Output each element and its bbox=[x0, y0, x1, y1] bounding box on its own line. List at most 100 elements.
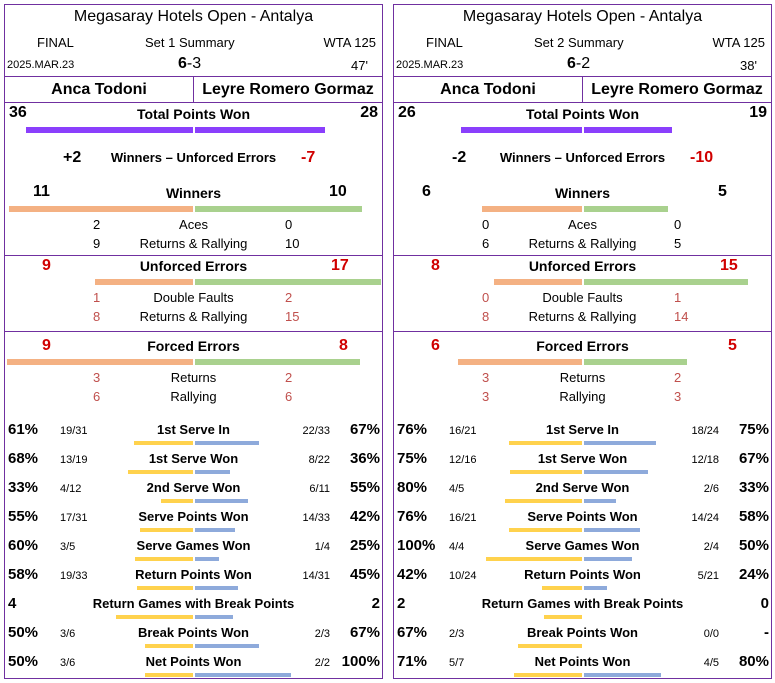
aces-label: Aces bbox=[568, 217, 597, 232]
ue-returns-rallying-player2: 14 bbox=[674, 309, 689, 324]
score-player1: 6 bbox=[567, 55, 576, 72]
winners-bar-player2 bbox=[195, 206, 363, 212]
stat-player2-value: 50% bbox=[738, 537, 769, 554]
stat-label: 1st Serve Won bbox=[537, 451, 628, 466]
ue-returns-rallying-player1: 8 bbox=[93, 309, 101, 324]
forced-returns-player1: 3 bbox=[93, 370, 101, 385]
stat-player2-value: 42% bbox=[349, 508, 380, 525]
total-points-bar-player1 bbox=[461, 127, 582, 133]
forced-rallying-player2: 6 bbox=[285, 389, 293, 404]
stat-bar-player1 bbox=[517, 644, 582, 648]
stat-player2-value: 0 bbox=[760, 595, 769, 612]
double-faults-label: Double Faults bbox=[542, 290, 623, 305]
score-player1: 6 bbox=[178, 55, 187, 72]
stat-player2-value: 45% bbox=[349, 566, 380, 583]
stat-label: Break Points Won bbox=[526, 625, 638, 640]
stat-bar-player1 bbox=[510, 470, 582, 474]
forced-errors-bar-player2 bbox=[584, 359, 688, 365]
tournament-title: Megasaray Hotels Open - Antalya bbox=[462, 8, 703, 25]
stat-label: Net Points Won bbox=[145, 654, 242, 669]
winners-returns-rallying-player1: 9 bbox=[93, 236, 101, 251]
stat-player1-fraction: 19/31 bbox=[60, 425, 88, 437]
aces-player1: 2 bbox=[93, 217, 101, 232]
stat-bar-player2 bbox=[195, 528, 236, 532]
forced-errors-label: Forced Errors bbox=[536, 338, 629, 354]
stat-bar-player1 bbox=[135, 557, 193, 561]
separator bbox=[5, 331, 382, 332]
stat-player1-fraction: 10/24 bbox=[449, 570, 477, 582]
stat-bar-player2 bbox=[584, 586, 608, 590]
separator bbox=[394, 331, 771, 332]
stat-bar-player2 bbox=[584, 528, 640, 532]
stat-bar-player2 bbox=[195, 499, 248, 503]
forced-rallying-player2: 3 bbox=[674, 389, 682, 404]
stat-player2-fraction: 2/4 bbox=[703, 541, 719, 553]
unforced-errors-bar-player1 bbox=[94, 279, 193, 285]
score-separator: - bbox=[575, 55, 582, 72]
forced-errors-bar-player1 bbox=[7, 359, 193, 365]
score-player2: 2 bbox=[581, 55, 591, 72]
tournament-title: Megasaray Hotels Open - Antalya bbox=[73, 8, 314, 25]
stat-player2-fraction: 14/31 bbox=[302, 570, 330, 582]
aces-label: Aces bbox=[179, 217, 208, 232]
set-duration: 47' bbox=[351, 58, 368, 73]
stat-bar-player1 bbox=[486, 557, 582, 561]
score-separator: - bbox=[186, 55, 193, 72]
stat-player1-fraction: 4/5 bbox=[449, 483, 465, 495]
stat-player1-value: 50% bbox=[8, 624, 39, 641]
forced-rallying-player1: 3 bbox=[482, 389, 490, 404]
total-points-player2: 28 bbox=[360, 104, 378, 121]
forced-rallying-label: Rallying bbox=[170, 389, 217, 404]
stat-player1-fraction: 3/5 bbox=[60, 541, 76, 553]
stat-bar-player1 bbox=[505, 499, 582, 503]
unforced-errors-player1: 8 bbox=[431, 257, 440, 274]
winners-minus-ue-player1: -2 bbox=[452, 149, 467, 166]
forced-errors-player1: 6 bbox=[431, 337, 440, 354]
double-faults-player2: 1 bbox=[674, 290, 682, 305]
unforced-errors-bar-player2 bbox=[584, 279, 749, 285]
forced-errors-bar-player2 bbox=[195, 359, 361, 365]
ue-returns-rallying-player1: 8 bbox=[482, 309, 490, 324]
aces-player2: 0 bbox=[285, 217, 293, 232]
stat-label: Return Points Won bbox=[135, 567, 252, 582]
winners-returns-rallying-player2: 5 bbox=[674, 236, 682, 251]
stat-label: 2nd Serve Won bbox=[146, 480, 241, 495]
stat-bar-player2 bbox=[195, 470, 230, 474]
stat-player1-value: 61% bbox=[8, 421, 39, 438]
winners-player2: 10 bbox=[329, 183, 347, 200]
winners-player1: 6 bbox=[422, 183, 431, 200]
stat-player1-fraction: 4/12 bbox=[60, 483, 82, 495]
stat-player1-value: 75% bbox=[397, 450, 428, 467]
aces-player2: 0 bbox=[674, 217, 682, 232]
forced-returns-player2: 2 bbox=[285, 370, 293, 385]
stat-bar-player1 bbox=[137, 586, 193, 590]
double-faults-player1: 0 bbox=[482, 290, 490, 305]
forced-rallying-label: Rallying bbox=[559, 389, 606, 404]
stat-bar-player2 bbox=[195, 644, 260, 648]
stat-player1-value: 4 bbox=[8, 595, 17, 612]
total-points-label: Total Points Won bbox=[525, 106, 640, 122]
stat-label: Return Games with Break Points bbox=[481, 596, 684, 611]
stat-label: 2nd Serve Won bbox=[535, 480, 630, 495]
stat-label: Break Points Won bbox=[137, 625, 249, 640]
set-summary-panel-2: Megasaray Hotels Open - Antalya FINAL Set … bbox=[393, 4, 772, 679]
stat-bar-player2 bbox=[195, 441, 260, 445]
forced-returns-player1: 3 bbox=[482, 370, 490, 385]
stat-label: Serve Points Won bbox=[138, 509, 249, 524]
set-score: 6-2 bbox=[567, 55, 590, 73]
stat-label: Return Points Won bbox=[524, 567, 641, 582]
player-names-row: Anca Todoni Leyre Romero Gormaz bbox=[394, 76, 771, 103]
winners-minus-ue-player2: -7 bbox=[301, 149, 316, 166]
total-points-bar-player1 bbox=[25, 127, 193, 133]
stat-player1-fraction: 17/31 bbox=[60, 512, 88, 524]
unforced-errors-bar-player2 bbox=[195, 279, 381, 285]
stat-player1-fraction: 16/21 bbox=[449, 425, 477, 437]
forced-rallying-player1: 6 bbox=[93, 389, 101, 404]
stat-player2-value: 67% bbox=[349, 624, 380, 641]
stat-bar-player2 bbox=[195, 673, 291, 677]
stat-player1-value: 76% bbox=[397, 421, 428, 438]
round-label: FINAL bbox=[426, 35, 463, 50]
total-points-bar-player2 bbox=[195, 127, 326, 133]
match-date: 2025.MAR.23 bbox=[7, 59, 75, 71]
forced-errors-bar-player1 bbox=[458, 359, 582, 365]
